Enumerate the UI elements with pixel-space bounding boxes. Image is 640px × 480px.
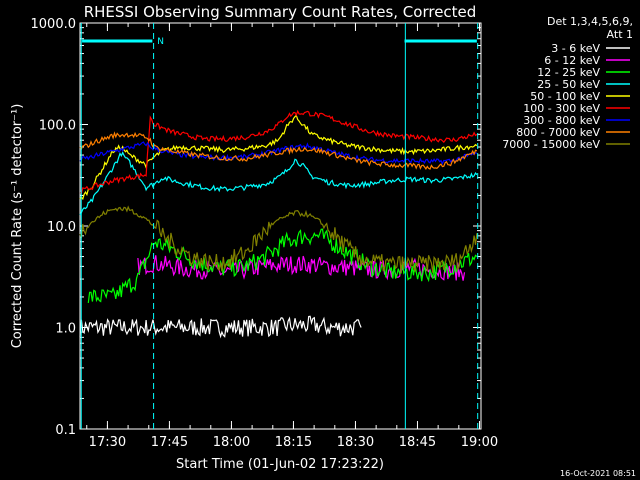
series-lines — [79, 109, 478, 339]
series-line-2 — [87, 228, 478, 303]
y-axis-label: Corrected Count Rate (s⁻¹ detector⁻¹) — [10, 104, 25, 349]
y-tick-labels: 1000.0 100.0 10.0 1.0 0.1 — [31, 17, 77, 438]
y-tick-label: 0.1 — [55, 423, 76, 438]
series-line-3 — [79, 151, 478, 216]
legend-label-3: 25 - 50 keV — [537, 78, 600, 91]
series-line-7 — [79, 131, 478, 171]
generation-timestamp: 16-Oct-2021 08:51 — [560, 469, 636, 478]
x-tick-label: 18:15 — [275, 435, 312, 450]
x-tick-label: 17:45 — [151, 435, 188, 450]
series-line-8 — [79, 205, 478, 274]
series-line-0 — [79, 315, 362, 339]
x-tick-label: 18:45 — [399, 435, 436, 450]
y-tick-label: 1000.0 — [31, 17, 77, 32]
x-tick-label: 18:30 — [337, 435, 374, 450]
legend-label-1: 6 - 12 keV — [544, 54, 600, 67]
legend-label-0: 3 - 6 keV — [551, 42, 600, 55]
series-line-5 — [79, 109, 478, 195]
x-tick-labels: 17:30 17:45 18:00 18:15 18:30 18:45 19:00 — [89, 435, 499, 450]
x-tick-label: 17:30 — [89, 435, 126, 450]
legend-label-7: 800 - 7000 keV — [516, 126, 600, 139]
legend-header-line-1: Det 1,3,4,5,6,9, — [547, 15, 633, 28]
y-tick-label: 10.0 — [47, 220, 76, 235]
overlay-markers: N — [80, 23, 479, 429]
x-tick-label: 18:00 — [213, 435, 250, 450]
legend-label-6: 300 - 800 keV — [523, 114, 600, 127]
legend-label-8: 7000 - 15000 keV — [502, 138, 600, 151]
legend-header-line-2: Att 1 — [607, 28, 633, 41]
chart-title: RHESSI Observing Summary Count Rates, Co… — [84, 3, 477, 21]
x-tick-label: 19:00 — [461, 435, 498, 450]
y-tick-label: 100.0 — [39, 119, 76, 134]
bar-marker-label: N — [157, 37, 164, 47]
y-tick-label: 1.0 — [55, 322, 76, 337]
legend-label-5: 100 - 300 keV — [523, 102, 600, 115]
x-axis-label: Start Time (01-Jun-02 17:23:22) — [176, 457, 384, 472]
legend-label-4: 50 - 100 keV — [530, 90, 600, 103]
legend-label-2: 12 - 25 keV — [537, 66, 600, 79]
